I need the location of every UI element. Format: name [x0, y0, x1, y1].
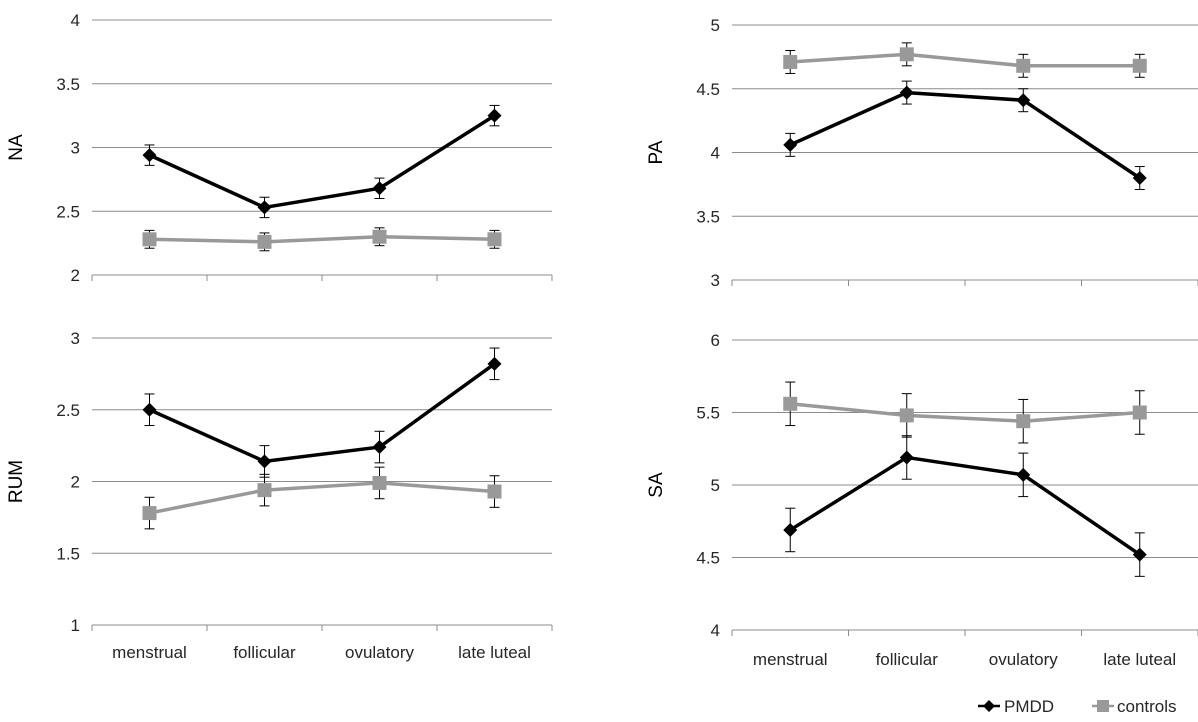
legend-controls-label: controls	[1117, 697, 1177, 716]
x-tick-label: menstrual	[112, 643, 187, 662]
series-line	[148, 114, 496, 210]
y-tick-label: 5	[711, 16, 720, 35]
y-tick-label: 4	[71, 11, 80, 30]
panel-pa: 3 3.5 4 4.5 5 PA	[646, 16, 1198, 290]
y-tick-label: 2.5	[56, 202, 80, 221]
data-point-diamond	[257, 200, 272, 215]
data-point-square	[372, 229, 387, 244]
data-point-square	[372, 475, 387, 490]
x-tick-label: ovulatory	[345, 643, 414, 662]
data-point-diamond	[257, 454, 272, 469]
y-tick-label: 3.5	[56, 75, 80, 94]
legend: PMDD controls	[978, 697, 1177, 716]
series-pmdd	[783, 435, 1147, 577]
series-line	[148, 362, 496, 464]
series-line	[790, 52, 1140, 68]
data-point-diamond	[142, 402, 157, 417]
data-point-square	[899, 47, 914, 62]
data-point-square	[142, 506, 157, 521]
data-point-diamond	[899, 450, 914, 465]
series-controls	[783, 42, 1147, 78]
y-axis-label: PA	[646, 140, 667, 164]
y-tick-label: 3	[71, 329, 80, 348]
legend-pmdd-label: PMDD	[1004, 697, 1054, 716]
y-tick-label: 2	[71, 473, 80, 492]
x-tick-label: follicular	[876, 650, 939, 669]
y-tick-label: 6	[711, 331, 720, 350]
data-point-diamond	[487, 356, 502, 371]
data-point-square	[1132, 405, 1147, 420]
data-point-diamond	[783, 522, 798, 537]
data-point-diamond	[372, 181, 387, 196]
data-point-square	[487, 232, 502, 247]
series-line	[149, 235, 495, 244]
legend-controls-marker	[1097, 700, 1109, 712]
panel-na: 2 2.5 3 3.5 4 NA	[6, 11, 553, 285]
legend-pmdd-marker	[983, 700, 995, 712]
data-point-diamond	[1132, 547, 1147, 562]
x-tick-label: follicular	[233, 643, 296, 662]
series-line	[149, 481, 495, 515]
y-tick-label: 3.5	[696, 207, 720, 226]
series-line	[790, 402, 1140, 423]
panel-rum: 1 1.5 2 2.5 3 menstrual follicular ovulatory lat…	[6, 329, 553, 662]
y-tick-label: 1.5	[56, 544, 80, 563]
series-controls	[142, 227, 502, 252]
y-tick-label: 3	[71, 139, 80, 158]
y-axis-label: NA	[6, 134, 27, 161]
data-point-square	[899, 408, 914, 423]
y-tick-label: 4.5	[696, 549, 720, 568]
series-pmdd	[142, 347, 502, 478]
y-tick-label: 1	[71, 616, 80, 635]
x-tick-label: late luteal	[458, 643, 531, 662]
y-tick-label: 4	[711, 144, 720, 163]
data-point-square	[1016, 414, 1031, 429]
y-tick-label: 2	[71, 266, 80, 285]
data-point-diamond	[783, 137, 798, 152]
data-point-square	[1132, 58, 1147, 73]
data-point-diamond	[1016, 93, 1031, 108]
y-axis-label: SA	[646, 472, 667, 498]
data-point-square	[783, 396, 798, 411]
data-point-diamond	[1132, 171, 1147, 185]
data-point-diamond	[899, 85, 914, 100]
data-point-diamond	[142, 148, 157, 163]
data-point-diamond	[487, 108, 502, 123]
data-point-square	[783, 54, 798, 69]
panel-sa: 4 4.5 5 5.5 6 menstrual follicular ovulatory lat…	[646, 331, 1198, 669]
series-line	[789, 455, 1141, 557]
y-tick-label: 2.5	[56, 401, 80, 420]
data-point-square	[1016, 58, 1031, 73]
series-pmdd	[783, 80, 1147, 190]
y-tick-label: 5	[711, 476, 720, 495]
y-tick-label: 4	[711, 621, 720, 640]
data-point-square	[142, 232, 157, 247]
data-point-diamond	[372, 440, 387, 455]
series-controls	[142, 466, 502, 530]
x-tick-label: menstrual	[753, 650, 828, 669]
data-point-square	[257, 234, 272, 249]
series-controls	[783, 381, 1147, 444]
data-point-square	[487, 484, 502, 499]
y-tick-label: 4.5	[696, 80, 720, 99]
y-tick-label: 5.5	[696, 404, 720, 423]
y-axis-label: RUM	[6, 460, 27, 503]
x-tick-label: late luteal	[1103, 650, 1176, 669]
data-point-square	[257, 483, 272, 498]
data-point-diamond	[1016, 467, 1031, 482]
x-tick-label: ovulatory	[989, 650, 1058, 669]
series-pmdd	[142, 104, 502, 219]
y-tick-label: 3	[711, 271, 720, 290]
series-line	[789, 90, 1141, 180]
